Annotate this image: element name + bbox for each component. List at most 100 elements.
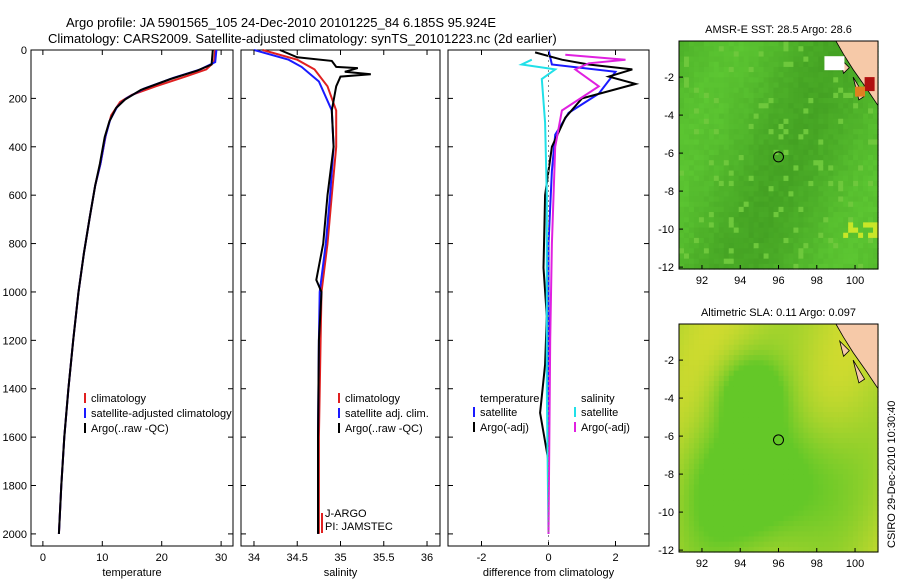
field-cell	[693, 329, 700, 335]
field-cell	[708, 139, 715, 146]
field-cell	[868, 186, 874, 192]
field-cell	[803, 237, 809, 244]
field-cell	[798, 139, 804, 146]
field-cell	[833, 129, 839, 135]
field-cell	[768, 349, 775, 356]
field-cell	[723, 123, 730, 130]
field-cell	[848, 406, 854, 413]
field-cell	[718, 375, 725, 382]
field-cell	[858, 531, 864, 538]
field-cell	[823, 339, 829, 346]
field-cell	[828, 391, 834, 398]
field-cell	[703, 212, 710, 218]
field-cell	[703, 56, 710, 63]
field-cell	[703, 98, 710, 104]
field-cell	[788, 258, 795, 265]
field-cell	[868, 526, 874, 532]
field-cell	[753, 118, 760, 125]
field-cell	[768, 427, 775, 434]
field-cell	[843, 175, 849, 182]
field-cell	[818, 237, 824, 244]
field-cell	[703, 222, 710, 229]
field-cell	[843, 243, 849, 249]
field-cell	[768, 396, 775, 403]
field-cell	[833, 396, 839, 403]
x-tick-label: 94	[734, 275, 746, 287]
y-tick-label: 1200	[3, 335, 27, 347]
field-cell	[733, 113, 740, 120]
field-cell	[848, 87, 854, 94]
field-cell	[873, 495, 879, 501]
field-cell	[813, 546, 819, 553]
field-cell	[758, 227, 765, 234]
field-cell	[718, 165, 725, 172]
field-cell	[853, 243, 859, 249]
field-cell	[843, 360, 849, 367]
field-cell	[848, 66, 854, 73]
field-cell	[683, 186, 690, 192]
field-cell	[758, 170, 765, 177]
field-cell	[848, 438, 854, 444]
field-cell	[718, 263, 725, 270]
field-cell	[698, 526, 705, 532]
field-cell	[703, 453, 710, 460]
field-cell	[718, 515, 725, 522]
field-cell	[738, 72, 745, 78]
field-cell	[763, 360, 770, 367]
field-cell	[688, 360, 695, 367]
field-cell	[788, 463, 795, 470]
series-line-argo	[279, 49, 371, 534]
field-cell	[763, 134, 770, 141]
field-cell	[748, 474, 755, 481]
field-cell	[723, 391, 730, 398]
field-cell	[833, 355, 839, 361]
field-cell	[733, 180, 740, 187]
field-cell	[679, 217, 685, 223]
field-cell	[793, 196, 799, 203]
field-cell	[748, 406, 755, 413]
field-cell	[808, 386, 814, 392]
field-cell	[818, 212, 824, 218]
field-cell	[868, 180, 874, 187]
field-cell	[843, 531, 849, 538]
field-cell	[693, 77, 700, 84]
field-cell	[848, 515, 854, 522]
field-cell	[868, 170, 874, 177]
field-cell	[733, 72, 740, 78]
field-cell	[713, 536, 720, 543]
field-cell	[679, 370, 685, 377]
field-cell	[853, 355, 859, 361]
field-cell	[688, 113, 695, 120]
field-cell	[858, 463, 864, 470]
field-cell	[679, 113, 685, 120]
field-cell	[758, 87, 765, 94]
field-cell	[733, 531, 740, 538]
field-cell	[708, 541, 715, 548]
field-cell	[853, 432, 859, 439]
field-cell	[868, 546, 874, 553]
field-cell	[728, 186, 735, 192]
field-cell	[798, 46, 804, 52]
field-cell	[798, 160, 804, 166]
field-cell	[723, 469, 730, 475]
field-cell	[828, 432, 834, 439]
field-cell	[748, 191, 755, 198]
field-cell	[778, 386, 785, 392]
field-cell	[713, 129, 720, 135]
field-cell	[828, 160, 834, 166]
field-cell	[768, 180, 775, 187]
y-tick-label: -10	[658, 507, 674, 519]
field-cell	[788, 175, 795, 182]
field-cell	[828, 103, 834, 109]
field-cell	[693, 427, 700, 434]
field-cell	[688, 237, 695, 244]
field-cell	[833, 237, 839, 244]
field-cell	[778, 531, 785, 538]
field-cell	[758, 191, 765, 198]
field-cell	[733, 417, 740, 424]
field-cell	[713, 212, 720, 218]
field-cell	[803, 123, 809, 130]
field-cell	[723, 243, 730, 249]
field-cell	[738, 217, 745, 223]
field-cell	[808, 232, 814, 239]
